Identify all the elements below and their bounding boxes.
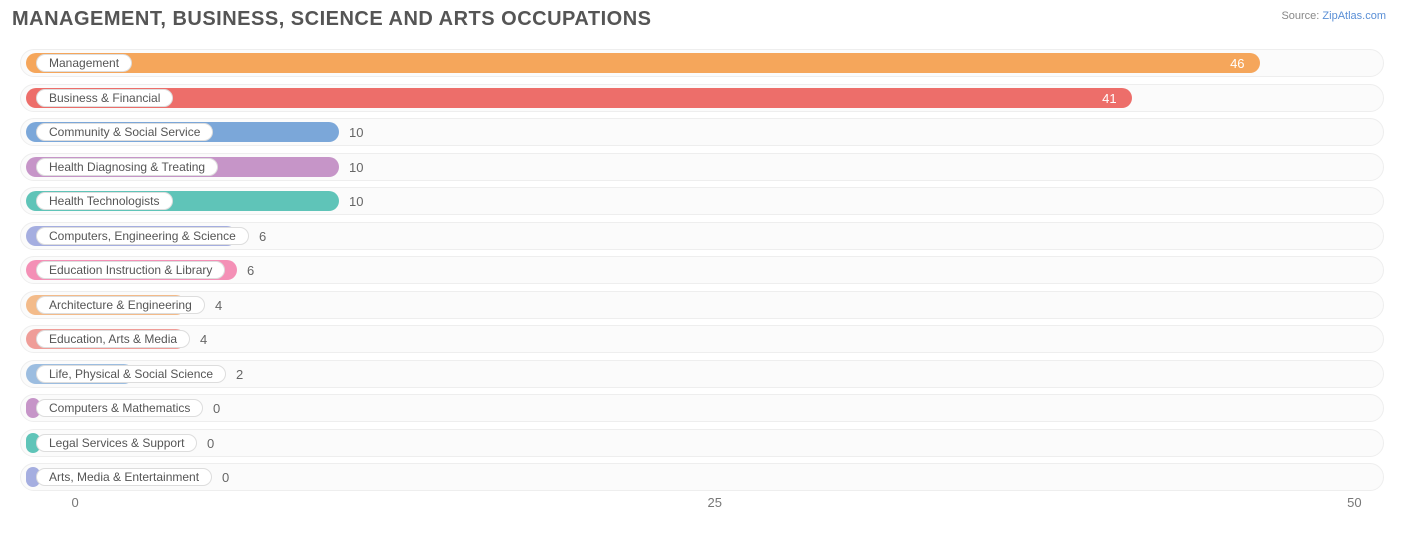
bar-label-pill: Community & Social Service bbox=[36, 123, 213, 141]
bar-label-pill: Arts, Media & Entertainment bbox=[36, 468, 212, 486]
bar-label-pill: Computers, Engineering & Science bbox=[36, 227, 249, 245]
x-tick: 50 bbox=[1347, 495, 1361, 510]
bar-track bbox=[20, 325, 1384, 353]
bar-label-text: Education Instruction & Library bbox=[49, 263, 212, 277]
bars-container: Management46Business & Financial41Commun… bbox=[12, 49, 1392, 498]
bar-row: Education Instruction & Library 6 bbox=[12, 256, 1392, 284]
bar-label-text: Computers & Mathematics bbox=[49, 401, 190, 415]
bar-row: Arts, Media & Entertainment 0 bbox=[12, 463, 1392, 491]
x-tick: 0 bbox=[72, 495, 79, 510]
bar-label-text: Community & Social Service bbox=[49, 125, 200, 139]
bar-row: Legal Services & Support 0 bbox=[12, 429, 1392, 457]
bar-value: 4 bbox=[200, 332, 207, 347]
bar-fill bbox=[26, 88, 1132, 108]
source-attribution: Source: ZipAtlas.com bbox=[1281, 10, 1386, 22]
bar-label-text: Education, Arts & Media bbox=[49, 332, 177, 346]
bar-label-pill: Business & Financial bbox=[36, 89, 173, 107]
bar-value: 10 bbox=[349, 194, 363, 209]
bar-value: 6 bbox=[259, 229, 266, 244]
bar-row: Education, Arts & Media 4 bbox=[12, 325, 1392, 353]
bar-value: 46 bbox=[1230, 56, 1244, 71]
bar-row: Life, Physical & Social Science 2 bbox=[12, 360, 1392, 388]
chart-title: MANAGEMENT, BUSINESS, SCIENCE AND ARTS O… bbox=[12, 8, 1394, 31]
bar-label-pill: Health Diagnosing & Treating bbox=[36, 158, 218, 176]
bar-value: 0 bbox=[207, 436, 214, 451]
bar-label-text: Computers, Engineering & Science bbox=[49, 229, 236, 243]
bar-fill bbox=[26, 53, 1260, 73]
bar-label-pill: Legal Services & Support bbox=[36, 434, 197, 452]
chart-area: Management46Business & Financial41Commun… bbox=[12, 49, 1392, 549]
bar-row: Business & Financial 41 bbox=[12, 84, 1392, 112]
bar-label-text: Health Technologists bbox=[49, 194, 160, 208]
bar-label-pill: Life, Physical & Social Science bbox=[36, 365, 226, 383]
bar-label-pill: Health Technologists bbox=[36, 192, 173, 210]
bar-label-pill: Education Instruction & Library bbox=[36, 261, 225, 279]
source-label: Source: bbox=[1281, 10, 1319, 22]
bar-label-text: Arts, Media & Entertainment bbox=[49, 470, 199, 484]
x-tick: 25 bbox=[708, 495, 722, 510]
bar-label-pill: Education, Arts & Media bbox=[36, 330, 190, 348]
source-link[interactable]: ZipAtlas.com bbox=[1322, 10, 1386, 22]
bar-value: 41 bbox=[1102, 91, 1116, 106]
bar-row: Architecture & Engineering 4 bbox=[12, 291, 1392, 319]
bar-row: Health Technologists 10 bbox=[12, 187, 1392, 215]
bar-track bbox=[20, 429, 1384, 457]
bar-label-pill: Management bbox=[36, 54, 132, 72]
bar-label-text: Life, Physical & Social Science bbox=[49, 367, 213, 381]
bar-label-text: Business & Financial bbox=[49, 91, 160, 105]
bar-label-pill: Computers & Mathematics bbox=[36, 399, 203, 417]
bar-label-text: Legal Services & Support bbox=[49, 436, 184, 450]
bar-label-text: Management bbox=[49, 56, 119, 70]
bar-value: 0 bbox=[213, 401, 220, 416]
bar-label-text: Health Diagnosing & Treating bbox=[49, 160, 205, 174]
bar-track bbox=[20, 291, 1384, 319]
bar-value: 6 bbox=[247, 263, 254, 278]
bar-value: 4 bbox=[215, 298, 222, 313]
bar-label-text: Architecture & Engineering bbox=[49, 298, 192, 312]
bar-row: Computers, Engineering & Science 6 bbox=[12, 222, 1392, 250]
x-axis: 0 25 50 bbox=[24, 495, 1380, 515]
bar-value: 0 bbox=[222, 470, 229, 485]
bar-row: Management 46 bbox=[12, 49, 1392, 77]
bar-row: Health Diagnosing & Treating 10 bbox=[12, 153, 1392, 181]
bar-value: 10 bbox=[349, 125, 363, 140]
bar-value: 10 bbox=[349, 160, 363, 175]
bar-track bbox=[20, 394, 1384, 422]
bar-row: Computers & Mathematics 0 bbox=[12, 394, 1392, 422]
bar-value: 2 bbox=[236, 367, 243, 382]
bar-label-pill: Architecture & Engineering bbox=[36, 296, 205, 314]
bar-row: Community & Social Service 10 bbox=[12, 118, 1392, 146]
